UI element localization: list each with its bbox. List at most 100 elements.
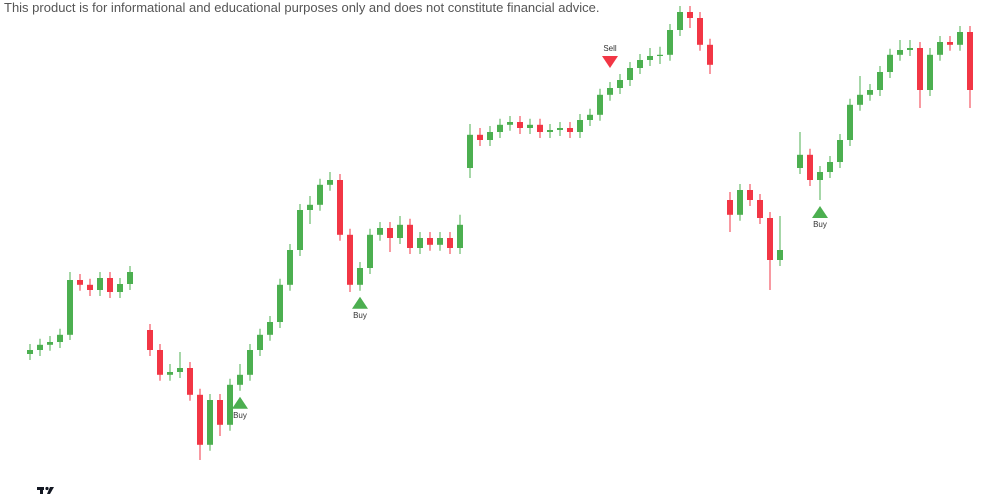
candle-body bbox=[697, 18, 703, 45]
candle-body bbox=[147, 330, 153, 350]
candle-body bbox=[27, 350, 33, 354]
candle-body bbox=[127, 272, 133, 284]
candle-body bbox=[237, 374, 243, 385]
buy-marker bbox=[232, 396, 248, 409]
sell-marker bbox=[602, 56, 618, 68]
candle-body bbox=[817, 172, 823, 180]
candle-body bbox=[517, 122, 523, 128]
tradingview-logo bbox=[37, 486, 54, 494]
candle-body bbox=[107, 278, 113, 292]
candle-body bbox=[857, 94, 863, 105]
candle-body bbox=[797, 154, 803, 168]
candle-body bbox=[77, 280, 83, 285]
candle-body bbox=[167, 372, 173, 375]
candle-body bbox=[587, 114, 593, 120]
candle-body bbox=[197, 394, 203, 445]
candle-body bbox=[727, 200, 733, 215]
candle-body bbox=[47, 342, 53, 345]
candle-body bbox=[777, 250, 783, 260]
candle-body bbox=[227, 384, 233, 425]
candle-body bbox=[87, 284, 93, 290]
candle-body bbox=[527, 124, 533, 128]
candle-body bbox=[927, 54, 933, 90]
candle-body bbox=[937, 42, 943, 55]
candle-body bbox=[947, 42, 953, 45]
candle-body bbox=[917, 48, 923, 90]
candle-body bbox=[417, 238, 423, 248]
candle-body bbox=[337, 180, 343, 235]
candle-body bbox=[387, 228, 393, 238]
candle-body bbox=[457, 224, 463, 248]
candle-body bbox=[397, 224, 403, 238]
candle-body bbox=[437, 238, 443, 245]
candle-body bbox=[967, 32, 973, 90]
candle-body bbox=[537, 124, 543, 132]
candle-body bbox=[347, 234, 353, 285]
candle-body bbox=[547, 130, 553, 132]
candle-body bbox=[667, 30, 673, 55]
disclaimer: This product is for informational and ed… bbox=[4, 0, 599, 15]
signal-label: Sell bbox=[603, 44, 617, 53]
candle-body bbox=[467, 134, 473, 168]
candle-body bbox=[267, 322, 273, 335]
candle-body bbox=[807, 154, 813, 180]
candle-body bbox=[427, 238, 433, 245]
candle-body bbox=[247, 350, 253, 375]
candle-body bbox=[187, 368, 193, 395]
candle-body bbox=[497, 124, 503, 132]
signal-label: Buy bbox=[813, 220, 827, 229]
candle-body bbox=[327, 180, 333, 185]
candle-body bbox=[827, 162, 833, 172]
candle-body bbox=[867, 90, 873, 95]
candle-body bbox=[877, 72, 883, 90]
candle-body bbox=[767, 218, 773, 260]
candle-body bbox=[357, 268, 363, 285]
candle-body bbox=[657, 54, 663, 56]
candle-body bbox=[257, 334, 263, 350]
candle-body bbox=[407, 224, 413, 248]
candle-body bbox=[677, 12, 683, 30]
candle-body bbox=[177, 368, 183, 372]
candle-body bbox=[117, 284, 123, 292]
candle-body bbox=[557, 128, 563, 130]
signal-label: Buy bbox=[353, 311, 367, 320]
candle-body bbox=[37, 344, 43, 350]
candle-body bbox=[757, 200, 763, 218]
candle-body bbox=[687, 12, 693, 18]
candle-body bbox=[637, 60, 643, 68]
candle-body bbox=[837, 140, 843, 162]
candle-body bbox=[367, 234, 373, 268]
candle-body bbox=[647, 56, 653, 60]
candle-body bbox=[737, 190, 743, 215]
candle-body bbox=[277, 284, 283, 322]
candle-body bbox=[447, 238, 453, 248]
candle-body bbox=[707, 44, 713, 65]
candle-body bbox=[477, 134, 483, 140]
signal-label: Buy bbox=[233, 411, 247, 420]
candle-body bbox=[97, 278, 103, 290]
buy-marker bbox=[812, 206, 828, 218]
candle-body bbox=[57, 334, 63, 342]
candle-body bbox=[217, 400, 223, 425]
candle-body bbox=[617, 80, 623, 88]
candle-body bbox=[317, 184, 323, 205]
candle-body bbox=[157, 350, 163, 375]
candle-body bbox=[67, 280, 73, 335]
candle-body bbox=[627, 68, 633, 80]
candle-body bbox=[897, 50, 903, 55]
candle-body bbox=[307, 204, 313, 210]
buy-marker bbox=[352, 296, 368, 309]
candle-body bbox=[957, 32, 963, 45]
candle-body bbox=[207, 400, 213, 445]
candle-body bbox=[747, 190, 753, 200]
candle-body bbox=[287, 250, 293, 285]
candle-body bbox=[567, 128, 573, 132]
candle-body bbox=[597, 94, 603, 115]
candle-body bbox=[297, 210, 303, 250]
candle-body bbox=[377, 228, 383, 235]
candle-body bbox=[607, 88, 613, 95]
candle-body bbox=[887, 54, 893, 72]
candle-body bbox=[507, 122, 513, 125]
